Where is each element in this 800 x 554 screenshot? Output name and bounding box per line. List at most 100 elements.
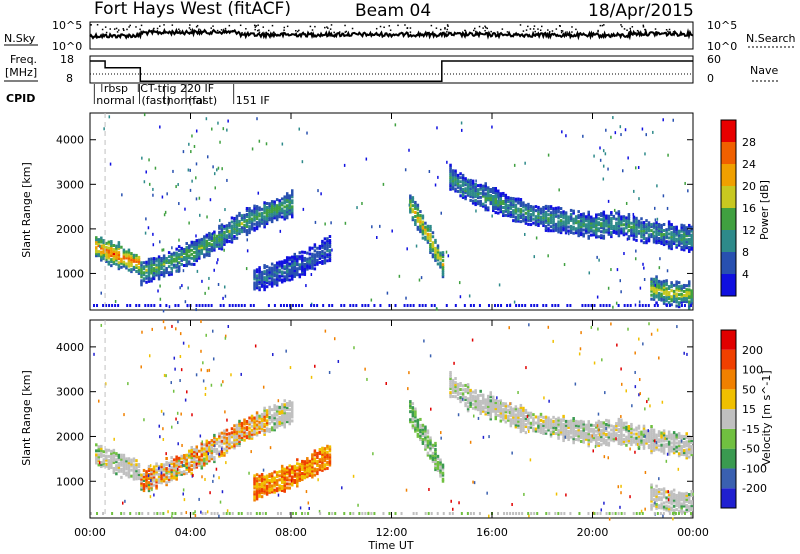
- echo-cell: [552, 211, 555, 215]
- echo-cell: [160, 265, 163, 269]
- noise-search-dot: [224, 27, 227, 30]
- echo-cell: [547, 205, 550, 209]
- noise-search-dot: [254, 28, 256, 31]
- echo-cell: [527, 222, 530, 226]
- colorbar-frame: [720, 119, 737, 297]
- echo-cell: [185, 467, 188, 471]
- echo-cell: [152, 187, 154, 191]
- echo-cell: [667, 285, 671, 289]
- echo-cell: [461, 181, 465, 185]
- echo-cell: [610, 268, 612, 272]
- echo-cell: [198, 304, 201, 307]
- echo-cell: [622, 219, 626, 223]
- echo-cell: [640, 227, 643, 231]
- echo-cell: [283, 197, 286, 201]
- echo-cell: [512, 417, 515, 421]
- echo-cell: [122, 264, 126, 268]
- echo-cell: [150, 269, 153, 273]
- echo-cell: [100, 258, 103, 262]
- echo-cell: [610, 428, 613, 432]
- echo-cell: [278, 411, 281, 415]
- echo-cell: [260, 425, 264, 429]
- echo-cell: [328, 239, 332, 243]
- echo-cell: [226, 178, 228, 182]
- echo-cell: [607, 224, 611, 228]
- echo-cell: [240, 436, 244, 440]
- echo-cell: [175, 265, 178, 269]
- echo-cell: [132, 255, 136, 259]
- echo-cell: [172, 251, 176, 255]
- echo-cell: [660, 292, 663, 296]
- noise-search-dot: [258, 31, 261, 34]
- echo-cell: [670, 449, 673, 453]
- echo-cell: [434, 455, 437, 459]
- echo-cell: [650, 449, 653, 453]
- echo-cell: [667, 293, 671, 297]
- echo-cell: [189, 168, 191, 172]
- echo-cell: [650, 225, 653, 229]
- echo-cell: [471, 398, 475, 402]
- echo-cell: [504, 404, 508, 408]
- echo-cell: [214, 186, 216, 190]
- echo-cell: [321, 255, 324, 259]
- echo-cell: [152, 273, 156, 277]
- echo-cell: [275, 425, 279, 429]
- echo-cell: [240, 423, 244, 427]
- echo-cell: [600, 230, 603, 234]
- nave-label: Nave: [750, 64, 778, 77]
- echo-cell: [579, 229, 583, 233]
- noise-search-dot: [326, 26, 328, 28]
- echo-cell: [595, 223, 598, 227]
- echo-cell: [532, 221, 535, 225]
- echo-cell: [685, 296, 688, 300]
- echo-cell: [568, 232, 570, 236]
- noise-search-dot: [631, 26, 634, 28]
- echo-cell: [160, 475, 163, 479]
- echo-cell: [461, 175, 465, 179]
- echo-cell: [677, 293, 681, 297]
- echo-cell: [263, 209, 266, 213]
- echo-cell: [238, 223, 241, 227]
- noise-search-dot: [428, 31, 430, 34]
- echo-cell: [227, 229, 229, 233]
- echo-cell: [542, 430, 545, 434]
- echo-cell: [667, 222, 671, 226]
- echo-cell: [145, 268, 148, 272]
- echo-cell: [670, 235, 673, 239]
- echo-cell: [311, 473, 314, 477]
- echo-cell: [426, 429, 430, 433]
- echo-cell: [223, 285, 226, 289]
- echo-cell: [599, 146, 601, 150]
- echo-cell: [685, 510, 688, 514]
- echo-cell: [537, 423, 540, 427]
- echo-cell: [587, 214, 590, 218]
- echo-cell: [682, 436, 686, 440]
- echo-cell: [408, 203, 411, 207]
- colorbar-segment: [721, 208, 736, 230]
- echo-cell: [532, 207, 535, 211]
- echo-cell: [680, 304, 683, 307]
- echo-cell: [602, 433, 606, 437]
- echo-cell: [364, 304, 367, 307]
- echo-cell: [187, 256, 191, 260]
- echo-cell: [454, 385, 457, 389]
- echo-cell: [273, 210, 276, 214]
- echo-cell: [182, 470, 186, 474]
- echo-cell: [225, 432, 229, 436]
- echo-cell: [670, 445, 673, 449]
- echo-cell: [285, 414, 289, 418]
- echo-cell: [147, 468, 151, 472]
- echo-cell: [132, 465, 136, 469]
- echo-cell: [409, 400, 412, 404]
- noise-search-dot: [620, 24, 622, 26]
- echo-cell: [195, 257, 199, 261]
- echo-cell: [512, 409, 515, 413]
- echo-cell: [328, 455, 332, 459]
- echo-cell: [522, 406, 525, 410]
- echo-cell: [200, 452, 204, 456]
- echo-cell: [587, 222, 590, 226]
- echo-cell: [539, 207, 543, 211]
- echo-cell: [318, 250, 322, 254]
- echo-cell: [185, 455, 188, 459]
- echo-cell: [637, 225, 641, 229]
